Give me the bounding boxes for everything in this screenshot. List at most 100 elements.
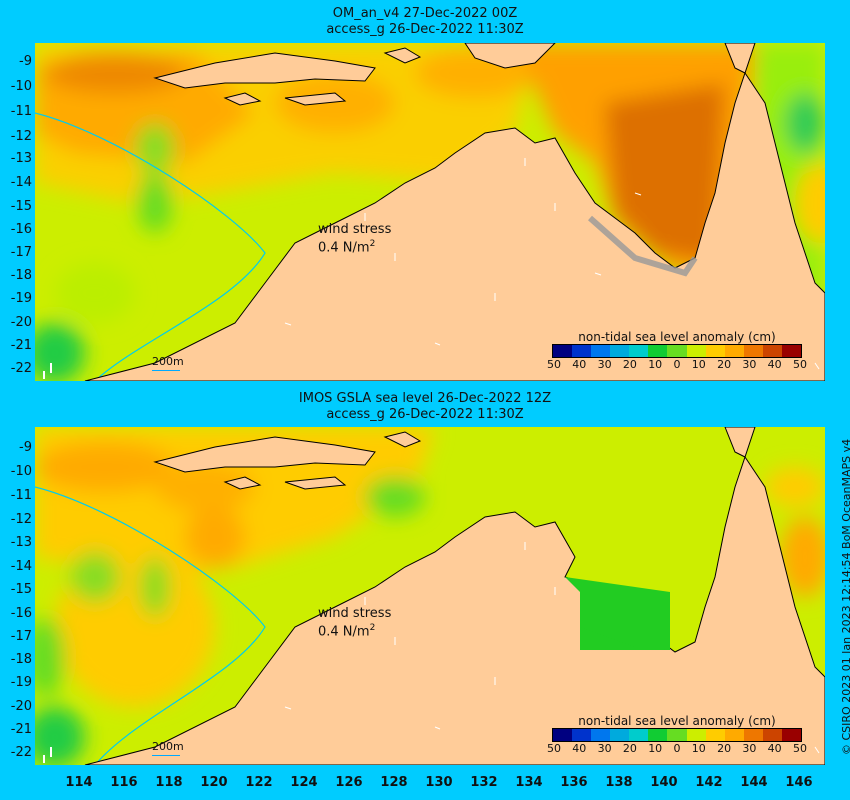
- lon-tick: 122: [245, 775, 273, 790]
- lat-tick: -11: [10, 104, 32, 119]
- lat-tick: -10: [10, 464, 32, 479]
- lon-tick: 134: [515, 775, 543, 790]
- colorbar-gradient: [552, 728, 802, 742]
- colorbar-tick: 40: [767, 358, 782, 371]
- colorbar-tick: 30: [742, 358, 757, 371]
- colorbar-tick: 10: [691, 742, 706, 755]
- lat-tick: -15: [10, 199, 32, 214]
- lon-tick: 132: [470, 775, 498, 790]
- lat-tick: -21: [10, 338, 32, 353]
- colorbar-tick: 0: [673, 742, 681, 755]
- colorbar-tick: 10: [648, 742, 663, 755]
- panel2-colorbar: non-tidal sea level anomaly (cm) 50 40 3…: [547, 714, 807, 756]
- lat-tick: -17: [10, 629, 32, 644]
- wind-label-line1: wind stress: [318, 222, 392, 237]
- credit-text: © CSIRO 2023 01 Jan 2023 12:14:54 BoM Oc…: [840, 438, 850, 755]
- lat-tick: -18: [10, 268, 32, 283]
- panel2-title-line2: access_g 26-Dec-2022 11:30Z: [326, 407, 524, 422]
- colorbar-ticks: 50 40 30 20 10 0 10 20 30 40 50: [547, 358, 807, 372]
- panel2-wind-stress-label: wind stress 0.4 N/m2: [318, 606, 391, 639]
- lon-tick: 116: [110, 775, 138, 790]
- lat-tick: -14: [10, 175, 32, 190]
- colorbar-title: non-tidal sea level anomaly (cm): [578, 714, 776, 728]
- colorbar-tick: 30: [597, 742, 612, 755]
- wind-label-line1: wind stress: [318, 606, 392, 621]
- panel2-title-line1: IMOS GSLA sea level 26-Dec-2022 12Z: [298, 391, 552, 406]
- depth-contour-label: 200m: [152, 740, 184, 753]
- lon-tick: 128: [380, 775, 408, 790]
- wind-label-value: 0.4 N/m: [318, 624, 370, 640]
- colorbar-tick: 20: [622, 742, 637, 755]
- colorbar-tick: 10: [691, 358, 706, 371]
- colorbar-gradient: [552, 344, 802, 358]
- lon-tick: 136: [560, 775, 588, 790]
- colorbar-tick: 40: [767, 742, 782, 755]
- colorbar-tick: 50: [547, 358, 561, 371]
- lat-tick: -19: [10, 291, 32, 306]
- lat-tick: -21: [10, 722, 32, 737]
- colorbar-tick: 30: [597, 358, 612, 371]
- lon-tick: 126: [335, 775, 363, 790]
- colorbar-tick: 20: [717, 742, 732, 755]
- colorbar-tick: 50: [792, 358, 807, 371]
- colorbar-tick: 40: [572, 742, 587, 755]
- wind-label-exponent: 2: [369, 239, 376, 249]
- lat-tick: -20: [10, 315, 32, 330]
- colorbar-tick: 50: [547, 742, 561, 755]
- lat-tick: -17: [10, 245, 32, 260]
- colorbar-ticks: 50 40 30 20 10 0 10 20 30 40 50: [547, 742, 807, 756]
- lat-tick: -18: [10, 652, 32, 667]
- lat-tick: -13: [10, 535, 32, 550]
- lat-tick: -22: [10, 745, 32, 760]
- depth-contour-label: 200m: [152, 355, 184, 368]
- lat-tick: -12: [10, 129, 32, 144]
- lon-tick: 144: [740, 775, 768, 790]
- lat-tick: -10: [10, 79, 32, 94]
- lat-tick: -14: [10, 559, 32, 574]
- colorbar-tick: 30: [742, 742, 757, 755]
- panel1-title-line2: access_g 26-Dec-2022 11:30Z: [326, 22, 524, 37]
- colorbar-tick: 40: [572, 358, 587, 371]
- lat-tick: -12: [10, 512, 32, 527]
- lat-tick: -9: [19, 440, 32, 455]
- lon-tick: 118: [155, 775, 183, 790]
- depth-scale-line: [152, 370, 180, 371]
- panel1-title: OM_an_v4 27-Dec-2022 00Z access_g 26-Dec…: [0, 6, 850, 38]
- lon-tick: 114: [65, 775, 93, 790]
- lat-tick: -11: [10, 488, 32, 503]
- panel1-depth-scale: 200m: [152, 355, 184, 371]
- lon-tick: 146: [785, 775, 813, 790]
- sea-level-map-observed: [35, 427, 825, 765]
- lat-tick: -19: [10, 675, 32, 690]
- lon-tick: 130: [425, 775, 453, 790]
- lat-tick: -22: [10, 361, 32, 376]
- colorbar-tick: 10: [648, 358, 663, 371]
- lat-tick: -20: [10, 699, 32, 714]
- colorbar-tick: 20: [717, 358, 732, 371]
- lat-tick: -15: [10, 582, 32, 597]
- wind-label-exponent: 2: [369, 623, 376, 633]
- panel1-colorbar: non-tidal sea level anomaly (cm) 50 40 3…: [547, 330, 807, 372]
- map-panel-model: [35, 43, 825, 381]
- lat-tick: -9: [19, 54, 32, 69]
- colorbar-tick: 0: [673, 358, 681, 371]
- lon-tick: 120: [200, 775, 228, 790]
- lat-tick: -16: [10, 222, 32, 237]
- colorbar-tick: 20: [622, 358, 637, 371]
- wind-label-value: 0.4 N/m: [318, 240, 370, 256]
- map-panel-observed: [35, 427, 825, 765]
- sea-level-map-model: [35, 43, 825, 381]
- panel1-wind-stress-label: wind stress 0.4 N/m2: [318, 222, 391, 255]
- panel2-depth-scale: 200m: [152, 740, 184, 756]
- lon-tick: 124: [290, 775, 318, 790]
- depth-scale-line: [152, 755, 180, 756]
- lon-tick: 138: [605, 775, 633, 790]
- colorbar-title: non-tidal sea level anomaly (cm): [578, 330, 776, 344]
- colorbar-tick: 50: [792, 742, 807, 755]
- lon-tick: 140: [650, 775, 678, 790]
- panel1-title-line1: OM_an_v4 27-Dec-2022 00Z: [332, 6, 518, 21]
- lon-tick: 142: [695, 775, 723, 790]
- lat-tick: -16: [10, 606, 32, 621]
- panel2-title: IMOS GSLA sea level 26-Dec-2022 12Z acce…: [0, 391, 850, 423]
- lat-tick: -13: [10, 151, 32, 166]
